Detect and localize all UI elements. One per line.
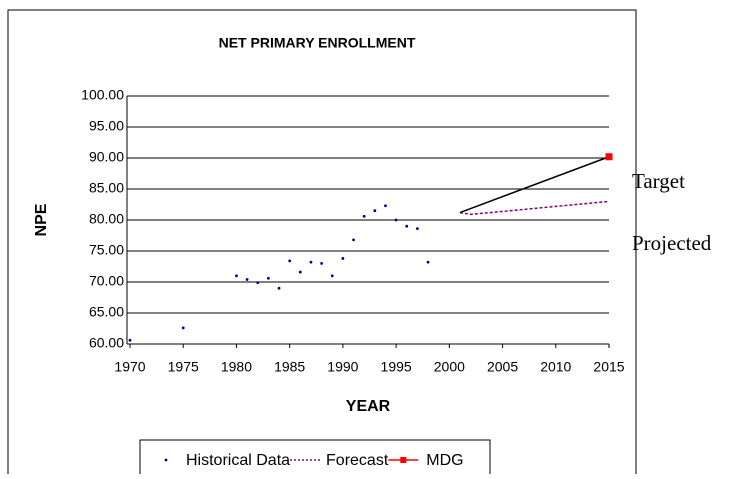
data-point <box>128 338 132 342</box>
data-point <box>426 260 430 264</box>
data-point <box>352 238 355 242</box>
data-point <box>362 214 366 218</box>
series-line <box>459 156 610 214</box>
data-point <box>266 276 270 280</box>
data-point <box>235 274 238 278</box>
annotation: Target <box>632 169 685 193</box>
y-tick-label: 95.00 <box>89 118 124 134</box>
x-axis-label: YEAR <box>346 398 391 415</box>
x-tick-label: 1995 <box>381 359 412 375</box>
data-point <box>277 286 281 290</box>
data-point <box>384 204 387 208</box>
data-point <box>341 257 345 260</box>
data-point <box>181 326 185 330</box>
x-tick-label: 2015 <box>593 359 624 375</box>
legend-label: MDG <box>426 452 463 469</box>
data-point <box>288 259 292 263</box>
data-point <box>416 227 419 231</box>
legend-label: Forecast <box>326 452 389 469</box>
y-tick-label: 100.00 <box>81 87 124 103</box>
chart-title: NET PRIMARY ENROLLMENT <box>219 35 416 51</box>
legend-label: Historical Data <box>186 452 290 469</box>
y-tick-label: 75.00 <box>89 242 124 258</box>
y-tick-label: 90.00 <box>89 149 124 165</box>
y-tick-label: 80.00 <box>89 211 124 227</box>
annotation: Projected <box>632 231 712 255</box>
y-tick-label: 70.00 <box>89 273 124 289</box>
y-tick-label: 85.00 <box>89 180 124 196</box>
y-tick-label: 65.00 <box>89 304 124 320</box>
chart-frame <box>7 9 637 479</box>
data-point <box>298 270 302 274</box>
data-point <box>373 209 377 213</box>
data-point <box>309 260 313 264</box>
x-tick-label: 1985 <box>274 359 305 375</box>
x-tick-label: 2005 <box>487 359 518 375</box>
data-point <box>405 224 409 228</box>
x-tick-label: 1970 <box>114 359 145 375</box>
x-tick-label: 1975 <box>168 359 199 375</box>
y-axis-label: NPE <box>33 203 50 236</box>
data-point <box>256 281 260 285</box>
y-tick-label: 60.00 <box>89 335 124 351</box>
x-tick-label: 1990 <box>327 359 358 375</box>
x-tick-label: 2010 <box>540 359 571 375</box>
data-point <box>330 274 334 278</box>
legend-marker <box>400 457 407 463</box>
x-tick-label: 1980 <box>221 359 252 375</box>
series-line <box>459 200 610 216</box>
data-point <box>245 278 249 281</box>
x-tick-label: 2000 <box>434 359 465 375</box>
data-point <box>605 153 613 161</box>
data-point <box>394 218 398 222</box>
data-point <box>320 262 323 265</box>
legend-marker <box>164 458 168 462</box>
